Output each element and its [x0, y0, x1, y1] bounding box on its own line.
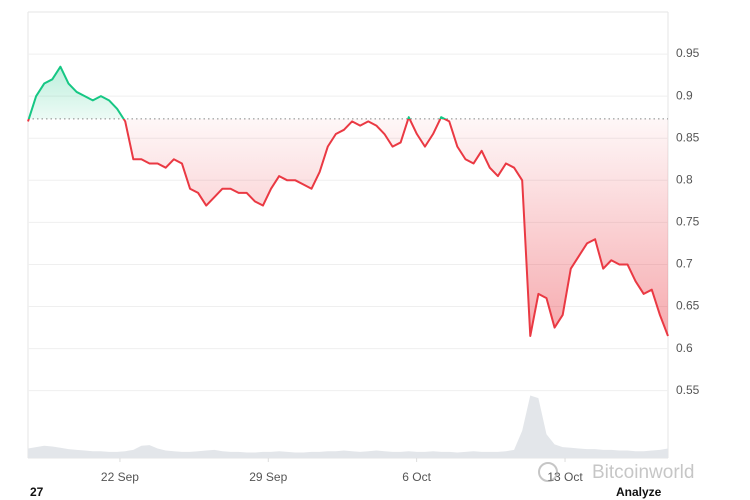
y-tick-label: 0.8 — [676, 172, 693, 186]
volume-area — [28, 395, 668, 458]
y-tick-label: 0.95 — [676, 46, 700, 60]
analyze-button[interactable]: Analyze — [616, 485, 662, 499]
x-tick-label: 29 Sep — [249, 470, 287, 484]
y-tick-label: 0.65 — [676, 299, 700, 313]
corner-label: 27 — [30, 485, 44, 499]
price-area — [28, 66, 668, 336]
y-tick-label: 0.85 — [676, 130, 700, 144]
y-tick-label: 0.6 — [676, 341, 693, 355]
x-tick-label: 13 Oct — [547, 470, 583, 484]
x-tick-label: 22 Sep — [101, 470, 139, 484]
watermark-text: Bitcoinworld — [592, 462, 694, 483]
y-tick-label: 0.55 — [676, 383, 700, 397]
price-line — [27, 65, 669, 337]
watermark-logo — [538, 462, 558, 482]
y-tick-label: 0.7 — [676, 257, 693, 271]
y-tick-label: 0.75 — [676, 215, 700, 229]
watermark: Bitcoinworld — [538, 462, 694, 483]
x-tick-label: 6 Oct — [402, 470, 431, 484]
y-tick-label: 0.9 — [676, 88, 693, 102]
